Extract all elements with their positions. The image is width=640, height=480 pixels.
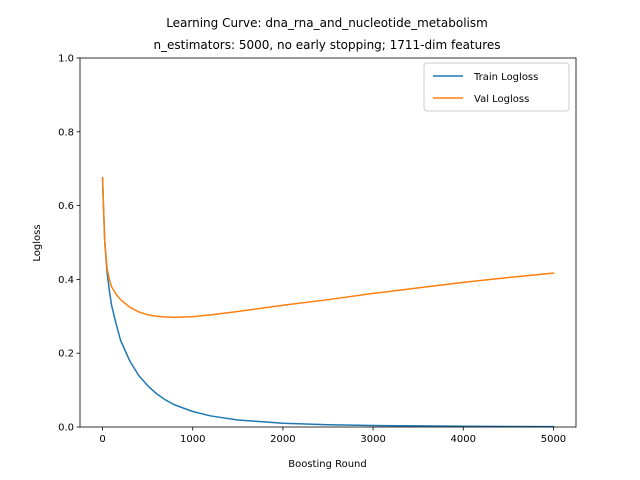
chart-title: Learning Curve: dna_rna_and_nucleotide_m… [166, 16, 488, 30]
legend-label-train: Train Logloss [473, 72, 538, 83]
x-tick-label: 0 [99, 434, 105, 445]
x-tick-label: 1000 [180, 434, 205, 445]
series-line-val [101, 177, 555, 319]
y-axis-label: Logloss [32, 224, 43, 261]
y-tick-label: 0.2 [58, 349, 74, 360]
y-tick-label: 0.6 [58, 201, 74, 212]
y-tick-label: 0.4 [58, 275, 74, 286]
legend-label-val: Val Logloss [474, 94, 529, 105]
x-tick-label: 5000 [541, 434, 566, 445]
series-line-train [101, 177, 555, 428]
x-axis-label: Boosting Round [288, 459, 367, 470]
axes-frame [79, 57, 577, 428]
y-tick-label: 1.0 [58, 54, 74, 65]
legend: Train Logloss Val Logloss [423, 62, 570, 112]
legend-box [423, 62, 570, 112]
plot-area: 0 1000 2000 3000 4000 5000 0.0 0.2 0.4 0.6 0.8 1.0 [58, 54, 577, 445]
y-tick-label: 0.8 [58, 127, 74, 138]
chart-subtitle: n_estimators: 5000, no early stopping; 1… [153, 38, 500, 52]
x-tick-label: 4000 [451, 434, 476, 445]
x-tick-label: 2000 [270, 434, 295, 445]
x-tick-label: 3000 [360, 434, 385, 445]
y-tick-label: 0.0 [58, 423, 74, 434]
